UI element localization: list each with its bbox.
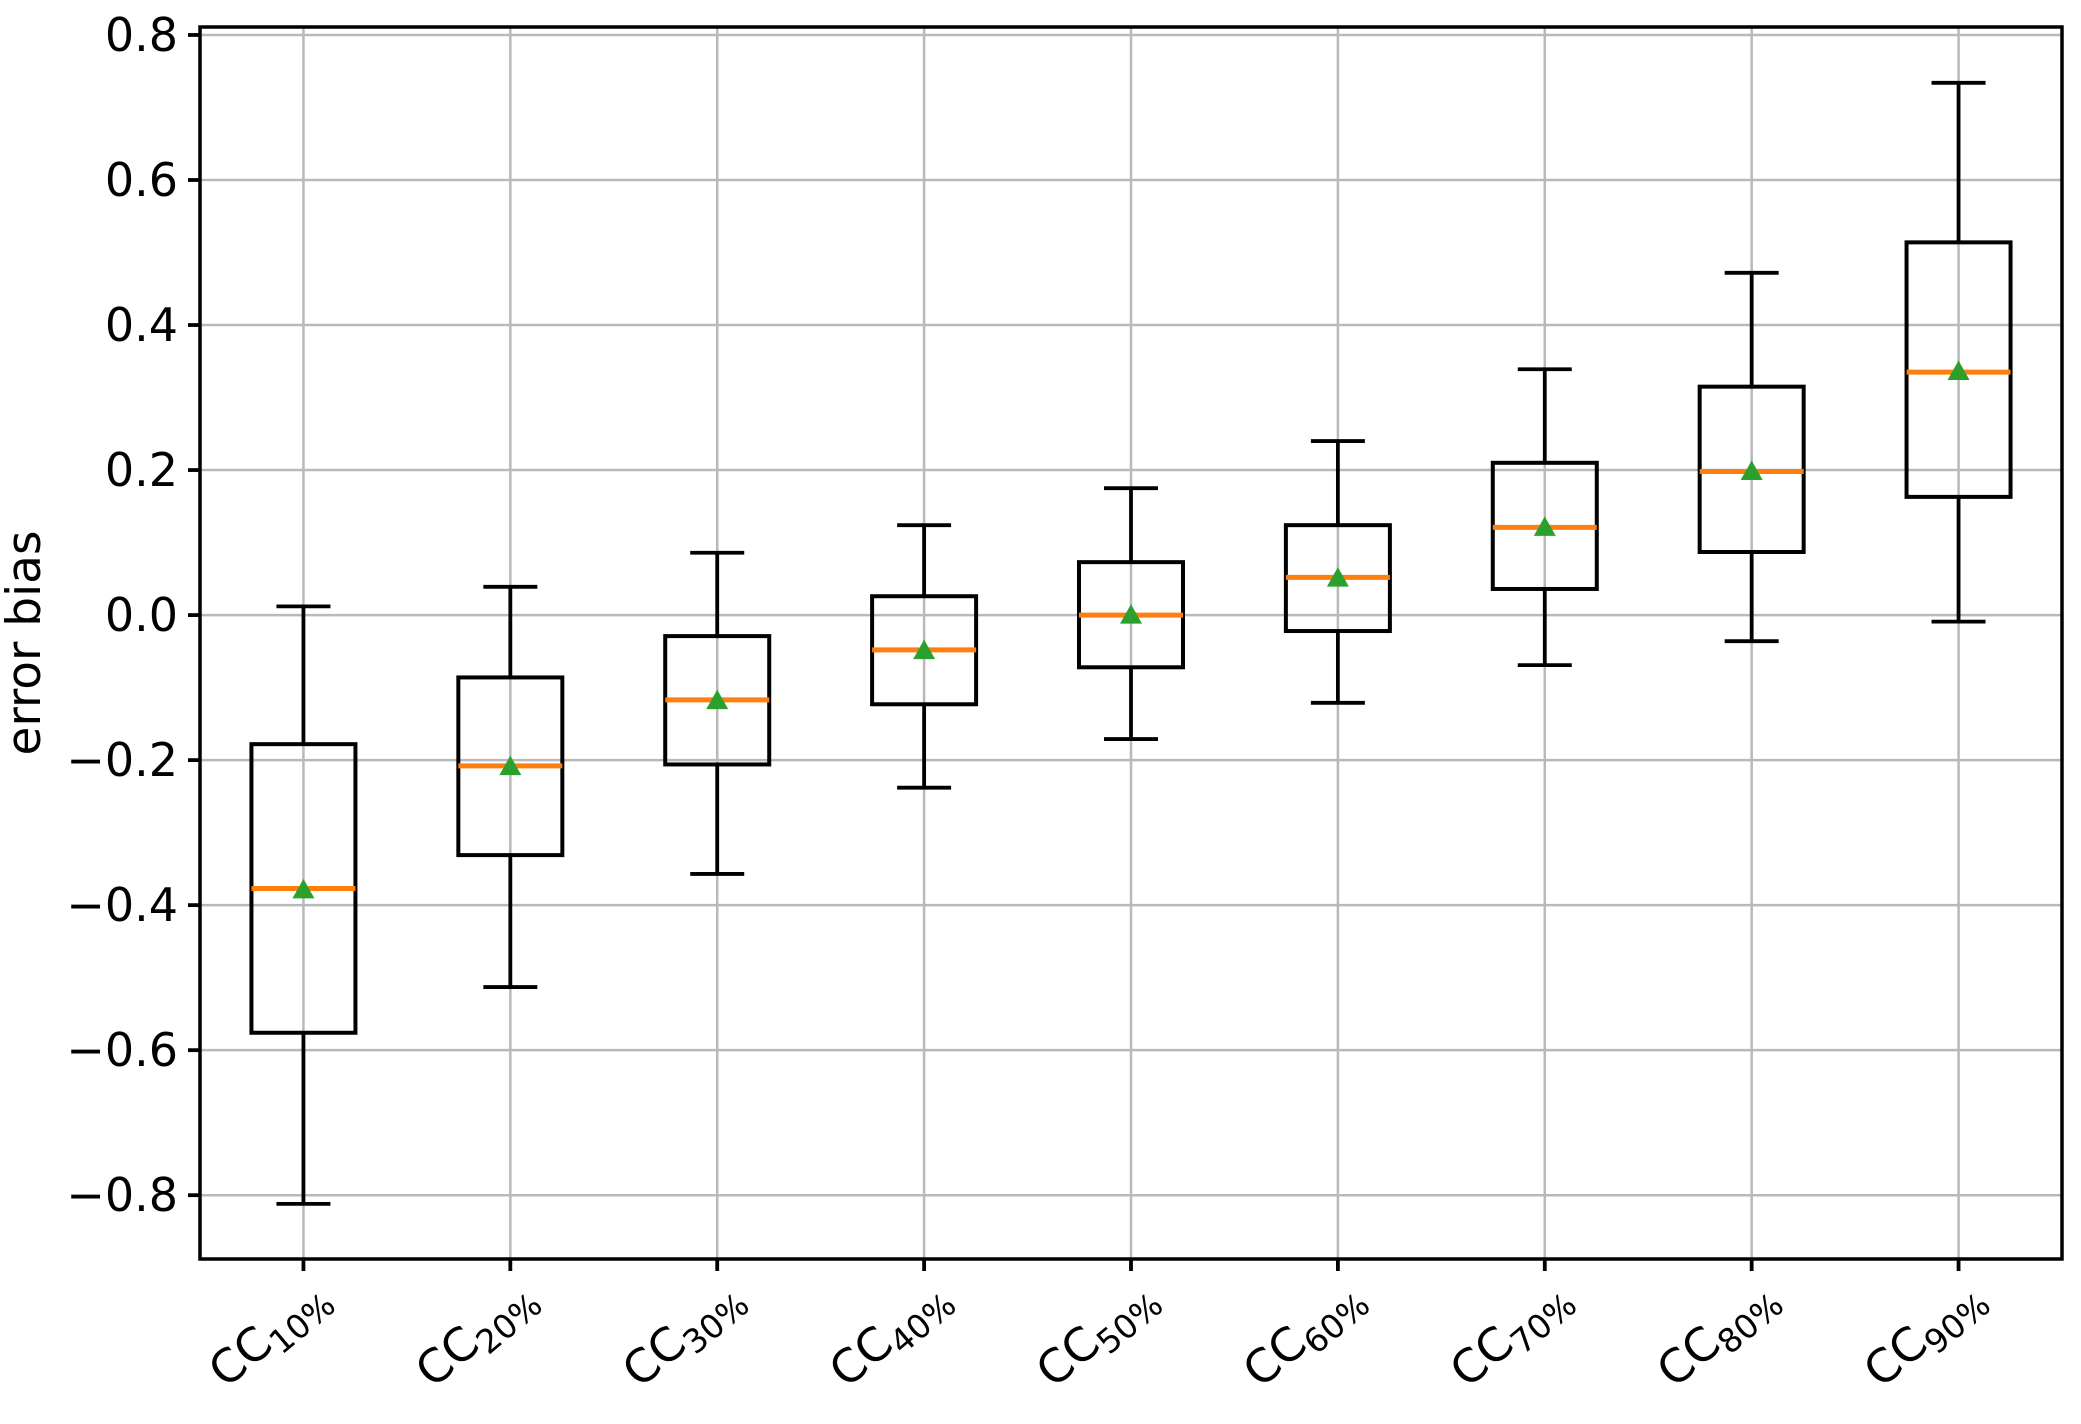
box-layer bbox=[249, 80, 2013, 1206]
x-tick-label: CC30% bbox=[612, 1268, 757, 1403]
mean-marker bbox=[1326, 567, 1349, 587]
x-tick-label: CC90% bbox=[1853, 1268, 1998, 1403]
mean-marker bbox=[1947, 360, 1970, 380]
y-tick-label: 0.0 bbox=[105, 588, 178, 642]
y-tick-label: −0.6 bbox=[66, 1023, 178, 1077]
mean-marker bbox=[1740, 460, 1763, 481]
x-tick-label: CC50% bbox=[1026, 1268, 1171, 1403]
mean-marker bbox=[913, 639, 936, 660]
mean-marker bbox=[1120, 604, 1142, 624]
mean-marker bbox=[1533, 516, 1556, 536]
x-tick-label: CC40% bbox=[819, 1268, 964, 1403]
x-tick-label: CC10% bbox=[198, 1268, 343, 1403]
y-tick-label: −0.2 bbox=[66, 733, 178, 787]
mean-marker bbox=[499, 755, 522, 776]
y-tick-label: 0.4 bbox=[105, 298, 178, 352]
x-tick-label: CC70% bbox=[1439, 1268, 1584, 1403]
x-tick-label: CC20% bbox=[405, 1268, 550, 1403]
y-tick-label: 0.2 bbox=[105, 443, 178, 497]
mean-marker bbox=[292, 878, 315, 899]
y-tick-label: −0.8 bbox=[66, 1168, 178, 1222]
grid-layer bbox=[200, 27, 2062, 1259]
y-axis-label: error bias bbox=[0, 531, 52, 756]
mean-marker bbox=[706, 689, 729, 710]
x-tick-label: CC60% bbox=[1233, 1268, 1378, 1403]
x-tick-label: CC80% bbox=[1646, 1268, 1791, 1403]
box-rect bbox=[1904, 240, 2013, 499]
y-tick-label: 0.6 bbox=[105, 153, 178, 207]
axes-layer: 0.8 0.6 0.4 0.2 0.0 −0.2 −0.4 −0.6 −0.8 CC10% CC20… bbox=[66, 8, 2064, 1403]
y-tick-label: 0.8 bbox=[105, 8, 178, 62]
y-tick-label: −0.4 bbox=[66, 878, 178, 932]
